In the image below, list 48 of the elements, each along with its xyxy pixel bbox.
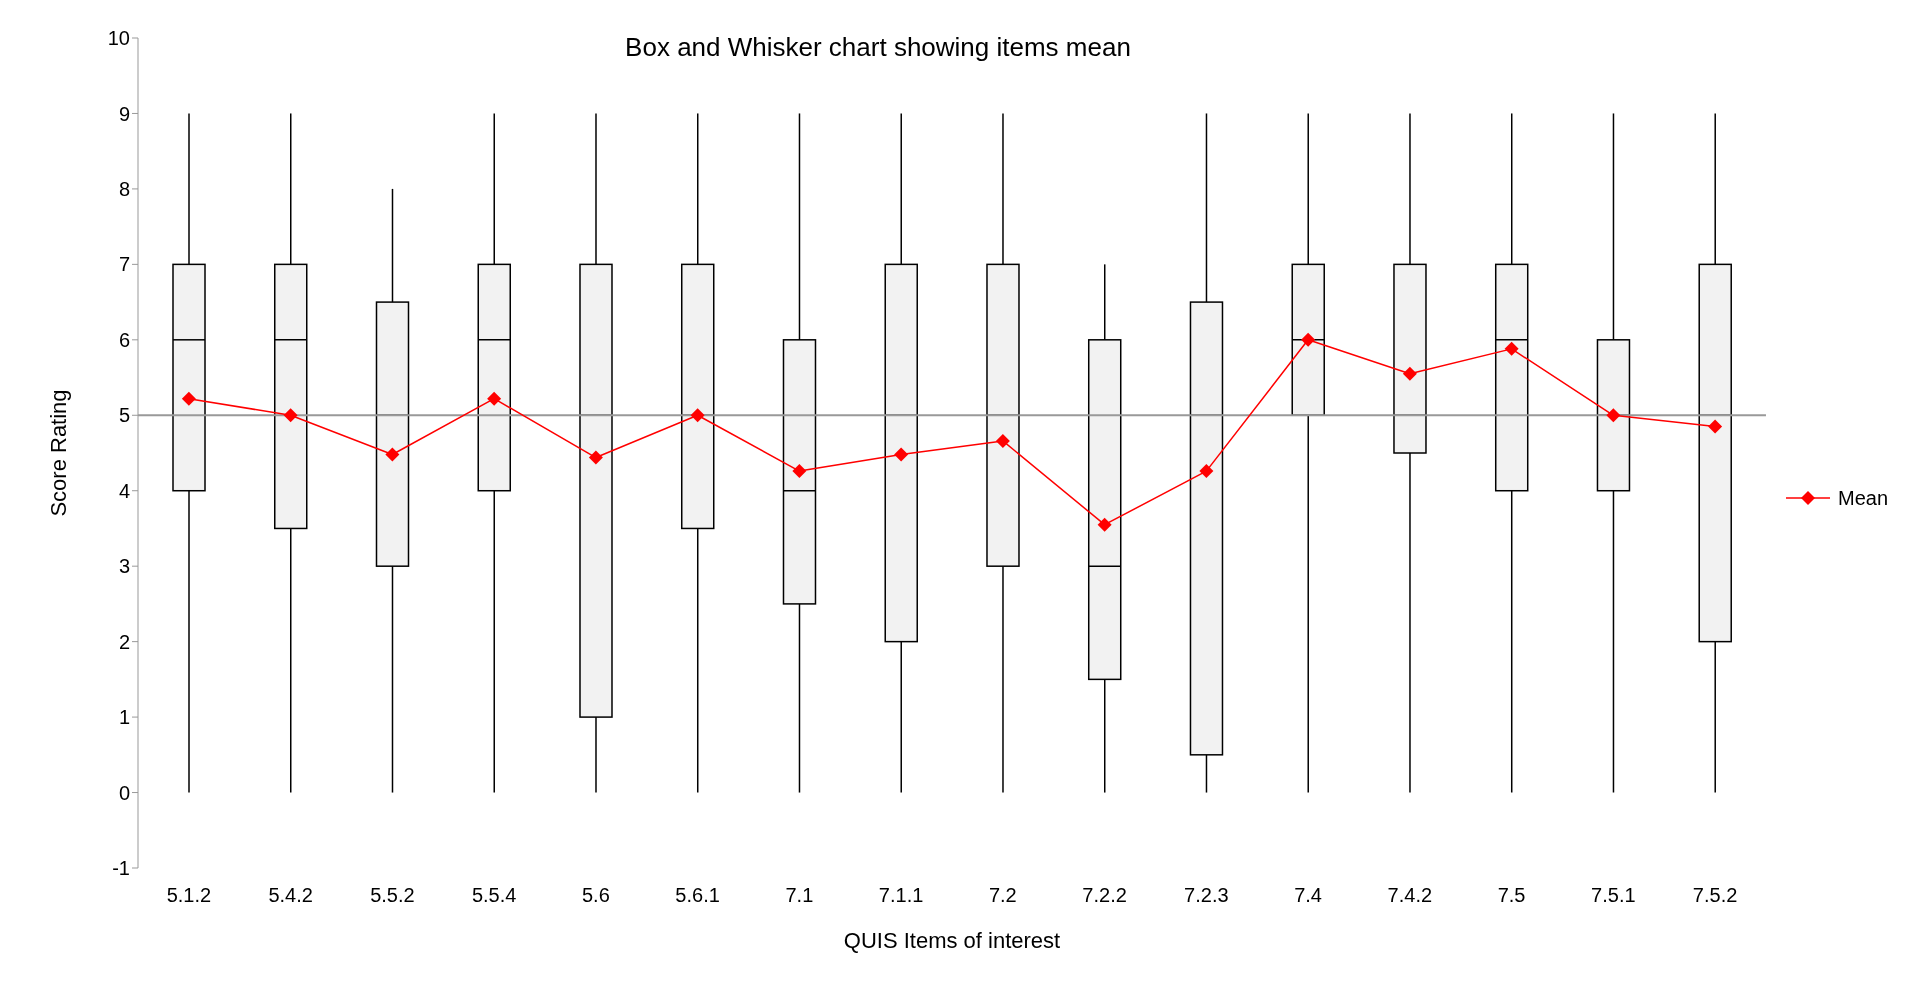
x-tick-label: 7.4 [1294,884,1323,907]
point [1097,517,1112,532]
y-tick-label: -1 [112,857,130,880]
chart-title: Box and Whisker chart showing items mean [625,32,1131,62]
x-tick-label: 5.6 [581,884,610,907]
x-axis-title: QUIS Items of interest [843,928,1061,953]
point [995,433,1010,448]
x-tick-label: 5.5.4 [471,884,517,907]
x-tick-label: 7.2.3 [1184,884,1229,907]
y-tick-label: 5 [118,404,130,427]
point [690,408,705,423]
x-tick-label: 5.1.2 [166,884,212,907]
point [1199,464,1214,479]
point [385,447,400,462]
y-tick-label: 6 [118,328,130,351]
point [588,450,603,465]
x-tick-label: 7.1.1 [878,884,924,907]
x-tick-label: 7.5.1 [1591,884,1636,907]
y-tick-label: 3 [118,555,130,578]
point [487,391,502,406]
point [894,447,909,462]
y-tick-label: 8 [118,178,130,201]
x-tick-label: 7.4.2 [1387,884,1433,907]
point [1606,408,1621,423]
y-tick-label: 0 [118,781,130,804]
y-tick-label: 1 [118,706,130,729]
point [1708,419,1723,434]
point [181,391,196,406]
x-tick-label: 7.1 [785,884,814,907]
x-tick-label: 7.2.2 [1082,884,1127,907]
x-tick-label: 7.2 [988,884,1017,907]
x-tick-label: 7.5 [1497,884,1526,907]
point [1504,341,1519,356]
y-tick-label: 4 [118,479,130,502]
point [283,408,298,423]
x-tick-label: 7.5.2 [1692,884,1738,907]
x-tick-label: 5.6.1 [675,884,720,907]
y-tick-label: 10 [107,27,130,50]
y-tick-label: 7 [118,253,130,276]
y-tick-label: 2 [118,630,130,653]
y-axis-title: Score Rating [45,389,71,517]
point [1402,366,1417,381]
point [792,464,807,479]
legend-label: Mean [1837,486,1888,510]
x-tick-label: 5.4.2 [268,884,313,907]
y-tick-label: 9 [118,102,130,125]
x-tick-label: 5.5.2 [370,884,415,907]
point [1301,332,1316,347]
